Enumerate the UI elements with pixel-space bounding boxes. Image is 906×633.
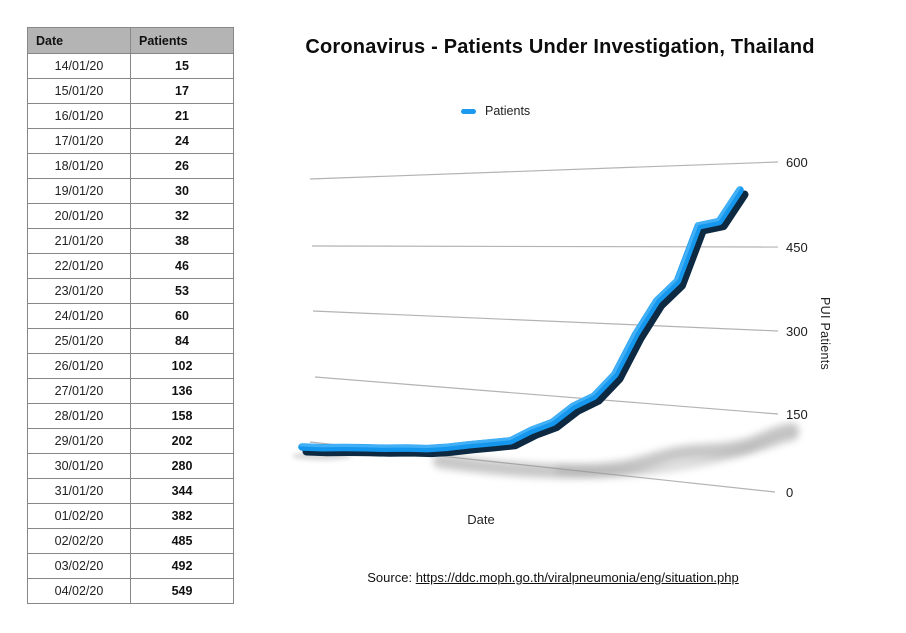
ytick-150: 150 (786, 407, 808, 422)
source-link[interactable]: https://ddc.moph.go.th/viralpneumonia/en… (415, 570, 739, 585)
table-row: 24/01/20 60 (27, 303, 234, 329)
date-cell: 25/01/20 (27, 328, 131, 354)
patients-cell: 136 (130, 378, 234, 404)
patients-line-series (298, 186, 744, 453)
x-axis-title: Date (467, 512, 495, 527)
table-row: 17/01/20 24 (27, 128, 234, 154)
patients-table-header: Date Patients (27, 27, 234, 54)
date-cell: 18/01/20 (27, 153, 131, 179)
patients-cell: 344 (130, 478, 234, 504)
patients-cell: 30 (130, 178, 234, 204)
table-row: 27/01/20 136 (27, 378, 234, 404)
legend-label: Patients (485, 104, 531, 118)
patients-cell: 549 (130, 578, 234, 604)
table-row: 31/01/20 344 (27, 478, 234, 504)
patients-cell: 26 (130, 153, 234, 179)
table-row: 20/01/20 32 (27, 203, 234, 229)
date-cell: 31/01/20 (27, 478, 131, 504)
date-cell: 22/01/20 (27, 253, 131, 279)
date-cell: 26/01/20 (27, 353, 131, 379)
patients-cell: 17 (130, 78, 234, 104)
table-row: 16/01/20 21 (27, 103, 234, 129)
ytick-600: 600 (786, 155, 808, 170)
date-cell: 20/01/20 (27, 203, 131, 229)
gridline-150 (314, 376, 779, 415)
table-row: 14/01/20 15 (27, 53, 234, 79)
gridline-450 (311, 245, 779, 248)
table-row: 26/01/20 102 (27, 353, 234, 379)
patients-line-highlight (299, 186, 741, 449)
patients-cell: 15 (130, 53, 234, 79)
chart-title: Coronavirus - Patients Under Investigati… (305, 36, 815, 58)
date-cell: 30/01/20 (27, 453, 131, 479)
patients-cell: 492 (130, 553, 234, 579)
gridlines (309, 161, 779, 493)
date-column-header: Date (27, 27, 131, 54)
patients-cell: 21 (130, 103, 234, 129)
table-row: 18/01/20 26 (27, 153, 234, 179)
table-row: 23/01/20 53 (27, 278, 234, 304)
patients-cell: 24 (130, 128, 234, 154)
patients-cell: 84 (130, 328, 234, 354)
gridline-300 (312, 310, 779, 332)
date-cell: 16/01/20 (27, 103, 131, 129)
table-row: 28/01/20 158 (27, 403, 234, 429)
y-axis-title: PUI Patients (818, 297, 832, 371)
date-cell: 14/01/20 (27, 53, 131, 79)
header-row: Date Patients (27, 27, 234, 54)
patients-line-underside (302, 190, 749, 458)
table-row: 04/02/20 549 (27, 578, 234, 604)
table-row: 03/02/20 492 (27, 553, 234, 579)
patients-cell: 485 (130, 528, 234, 554)
date-cell: 01/02/20 (27, 503, 131, 529)
date-cell: 03/02/20 (27, 553, 131, 579)
ytick-450: 450 (786, 240, 808, 255)
date-cell: 17/01/20 (27, 128, 131, 154)
table-row: 19/01/20 30 (27, 178, 234, 204)
date-cell: 27/01/20 (27, 378, 131, 404)
legend-line-swatch-icon (461, 109, 476, 114)
ytick-300: 300 (786, 324, 808, 339)
table-row: 15/01/20 17 (27, 78, 234, 104)
source-line: Source: https://ddc.moph.go.th/viralpneu… (253, 570, 853, 585)
patients-cell: 158 (130, 403, 234, 429)
table-row: 25/01/20 84 (27, 328, 234, 354)
source-prefix: Source: (367, 570, 416, 585)
patients-column-header: Patients (130, 27, 234, 54)
table-row: 22/01/20 46 (27, 253, 234, 279)
patients-cell: 32 (130, 203, 234, 229)
ytick-0: 0 (786, 485, 794, 500)
patients-table-body: 14/01/20 15 15/01/20 17 16/01/20 21 17/01/20 24… (27, 53, 234, 604)
patients-cell: 46 (130, 253, 234, 279)
date-cell: 19/01/20 (27, 178, 131, 204)
gridline-600 (309, 161, 779, 180)
date-cell: 04/02/20 (27, 578, 131, 604)
patients-table: Date Patients 14/01/20 15 15/01/20 17 16/01/… (27, 27, 234, 604)
chart-legend: Patients (461, 104, 530, 118)
